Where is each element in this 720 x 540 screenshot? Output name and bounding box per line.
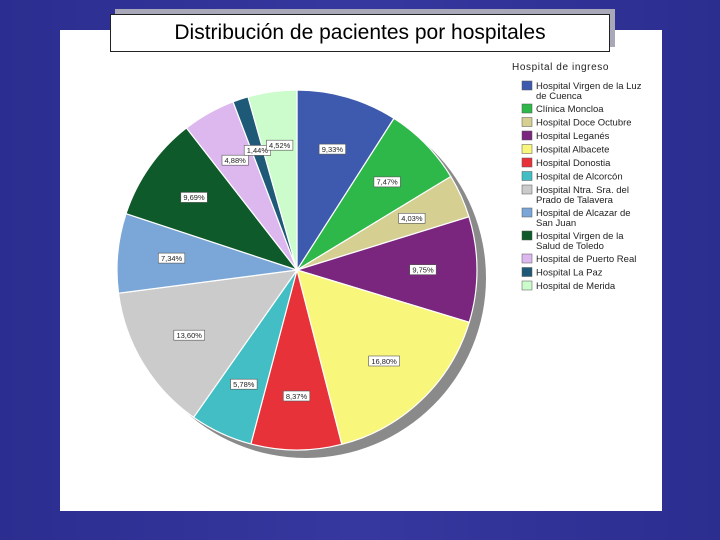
legend-label: Hospital Ntra. Sra. del (536, 185, 629, 196)
legend-label: Hospital de Merida (536, 281, 616, 292)
legend-label: Hospital Leganés (536, 131, 610, 142)
pie-data-label-box (266, 139, 294, 151)
legend-label: Clínica Moncloa (536, 104, 604, 115)
legend-item: Hospital de Puerto Real (521, 253, 636, 265)
legend-label: Hospital de Alcazar de (536, 208, 631, 219)
pie-data-label: 5,78% (233, 380, 255, 389)
legend-item: Hospital de Alcorcón (521, 171, 623, 183)
legend-item: Hospital Doce Octubre (521, 117, 632, 129)
pie-data-label-box (180, 192, 208, 203)
legend-label: Hospital La Paz (536, 268, 603, 279)
legend-swatch (521, 267, 533, 277)
pie-data-label: 1,44% (247, 146, 269, 155)
legend-title: Hospital de ingreso (512, 62, 609, 73)
legend-swatch (521, 280, 533, 291)
pie-data-label-box (158, 252, 186, 264)
pie-data-label-box (282, 390, 311, 402)
legend-label: San Juan (536, 218, 576, 229)
legend-swatch (521, 117, 533, 127)
legend-swatch (521, 80, 533, 91)
legend-item: Hospital de Merida (521, 280, 616, 292)
pie-data-label: 4,88% (225, 156, 247, 165)
legend-label: Prado de Talavera (536, 195, 614, 206)
pie-data-label-box (373, 176, 401, 188)
legend-item: Hospital Leganés (521, 130, 610, 142)
pie-data-label: 9,75% (412, 266, 434, 275)
legend-item: Hospital La Paz (521, 267, 603, 279)
legend-label: Hospital Virgen de la Luz (536, 81, 642, 92)
legend-label: de Cuenca (536, 91, 583, 102)
legend-swatch (521, 103, 533, 114)
pie-data-label-box (221, 154, 249, 166)
legend-swatch (521, 207, 533, 218)
pie-data-label-box (230, 378, 258, 390)
legend-label: Hospital Virgen de la (536, 231, 624, 242)
pie-data-label-box (318, 143, 346, 155)
pie-data-label: 4,03% (401, 214, 423, 223)
pie-data-label-box (368, 355, 400, 367)
pie-slice (294, 216, 478, 324)
legend-swatch (521, 171, 533, 181)
pie-data-label: 13,60% (176, 331, 202, 340)
pie-slice (117, 269, 299, 419)
slide-title: Distribución de pacientes por hospitales (110, 14, 610, 52)
pie-slice (296, 89, 395, 273)
legend-label: Hospital Albacete (536, 145, 609, 156)
legend-item: Hospital Albacete (521, 144, 609, 156)
legend-label: Hospital de Puerto Real (536, 254, 636, 265)
pie-slice (247, 89, 298, 271)
legend-item: Clínica Moncloa (521, 103, 604, 115)
legend-item: Hospital Donostia (521, 157, 611, 169)
pie-slice (250, 267, 343, 451)
legend-swatch (521, 253, 533, 264)
pie-data-label: 16,80% (371, 357, 397, 366)
legend-swatch (521, 157, 533, 168)
legend-swatch (521, 230, 533, 241)
legend-swatch (521, 184, 533, 195)
pie-slice (125, 127, 299, 272)
pie-data-label: 4,52% (269, 141, 291, 150)
legend-label: Hospital Donostia (536, 158, 611, 169)
pie-data-label: 9,33% (322, 145, 344, 154)
pie-data-label: 7,47% (376, 178, 398, 187)
legend-label: Hospital de Alcorcón (536, 172, 623, 183)
pie-data-label-box (398, 213, 426, 224)
legend-swatch (521, 144, 533, 154)
pie-data-labels: 9,33% 7,47% 4,03% 9,75% 16,80% 8,37% 5,78% 13,6… (158, 139, 437, 402)
pie-data-label-box (409, 264, 437, 276)
pie-slices (116, 89, 478, 451)
pie-data-label: 7,34% (161, 254, 183, 263)
legend-label: Salud de Toledo (536, 241, 604, 252)
pie-data-label: 9,69% (183, 193, 205, 202)
pie-data-label-box (173, 329, 205, 341)
legend-swatch (521, 130, 533, 141)
legend-label: Hospital Doce Octubre (536, 118, 632, 129)
pie-data-label: 8,37% (286, 392, 308, 401)
